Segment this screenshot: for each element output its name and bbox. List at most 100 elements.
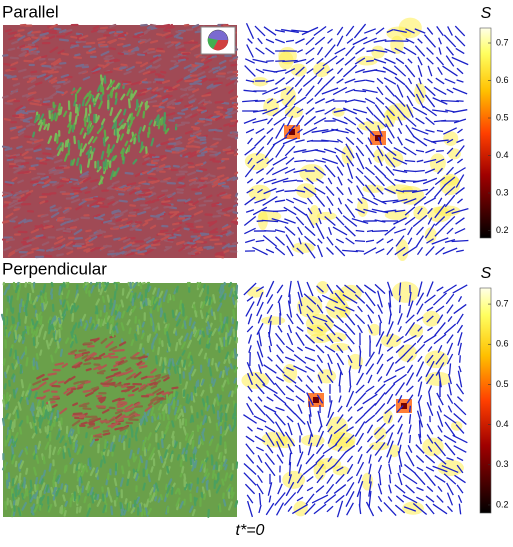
director-stroke [176,103,180,104]
colorbar-tick-label: 0.6 [496,75,509,85]
director-stroke [158,324,159,330]
director-stroke [61,484,62,488]
director-stroke [108,488,109,495]
director-stroke [213,295,215,302]
order-blob [317,369,336,383]
director-stroke [224,124,229,125]
director-stroke [111,25,116,27]
director-stroke [143,349,144,353]
director-stroke [228,153,233,154]
director-stroke [116,419,123,420]
director-stroke [32,32,39,33]
director-stroke [105,236,112,237]
director-stroke [138,326,139,334]
director-stroke [115,428,122,429]
director-stroke [176,343,177,350]
director-stroke [205,201,212,202]
director-stroke [92,495,93,502]
director-stroke [3,419,4,425]
director-stroke [64,283,65,287]
director-stroke [69,144,70,150]
director-stroke [86,283,88,284]
director-stroke [25,283,26,287]
director-stroke [213,67,219,69]
director-stroke [75,335,77,342]
director-stroke [13,308,14,312]
director-stroke [74,413,82,414]
director-stroke [29,92,36,93]
director-stroke [131,426,132,433]
director-stroke [105,160,106,167]
director-stroke [79,464,80,468]
director-stroke [174,329,175,333]
director-stroke [213,139,220,140]
director-stroke [208,359,209,365]
director-stroke [6,309,7,315]
director-arrow [350,372,351,386]
director-stroke [58,82,65,83]
director-stroke [3,400,4,406]
director-stroke [40,59,45,60]
director-stroke [30,103,38,104]
director-stroke [33,283,34,288]
director-stroke [10,421,11,428]
director-stroke [44,221,48,222]
director-stroke [235,349,236,356]
director-stroke [119,399,124,400]
director-stroke [65,502,66,506]
director-stroke [195,142,201,143]
director-stroke [209,222,216,223]
director-stroke [132,246,139,247]
director-stroke [222,326,223,332]
director-stroke [127,479,128,485]
director-stroke [167,195,171,196]
director-stroke [30,53,37,54]
director-stroke [181,460,182,466]
director-stroke [74,191,81,192]
director-stroke [198,121,204,122]
director-stroke [49,450,50,457]
director-stroke [73,443,74,449]
director-stroke [140,366,147,368]
director-stroke [227,324,228,331]
director-stroke [195,220,200,221]
director-stroke [162,440,163,447]
director-stroke [226,367,227,374]
director-stroke [233,414,234,418]
director-stroke [168,295,169,302]
director-stroke [225,294,226,299]
director-stroke [191,407,192,413]
director-arrow [460,355,461,362]
director-stroke [89,153,90,157]
director-stroke [35,485,36,491]
director-stroke [126,173,133,174]
order-blob [245,153,269,170]
director-stroke [207,119,211,120]
director-stroke [164,206,172,207]
director-stroke [207,482,208,489]
director-stroke [23,172,29,173]
director-stroke [217,76,224,77]
director-stroke [178,113,184,114]
director-stroke [50,399,55,400]
director-stroke [149,178,157,179]
director-stroke [162,367,164,372]
director-stroke [101,460,102,466]
director-stroke [209,130,216,131]
director-stroke [141,456,143,462]
director-stroke [218,395,219,400]
director-stroke [80,507,81,512]
director-stroke [160,358,161,365]
director-stroke [84,408,91,409]
director-stroke [235,154,237,155]
director-stroke [233,107,237,108]
director-stroke [124,384,129,385]
director-stroke [111,93,112,97]
director-stroke [94,206,98,207]
director-stroke [165,199,172,200]
director-stroke [55,173,59,174]
order-field-image [242,18,472,261]
director-stroke [203,332,204,336]
director-stroke [236,121,237,123]
director-stroke [87,244,93,245]
